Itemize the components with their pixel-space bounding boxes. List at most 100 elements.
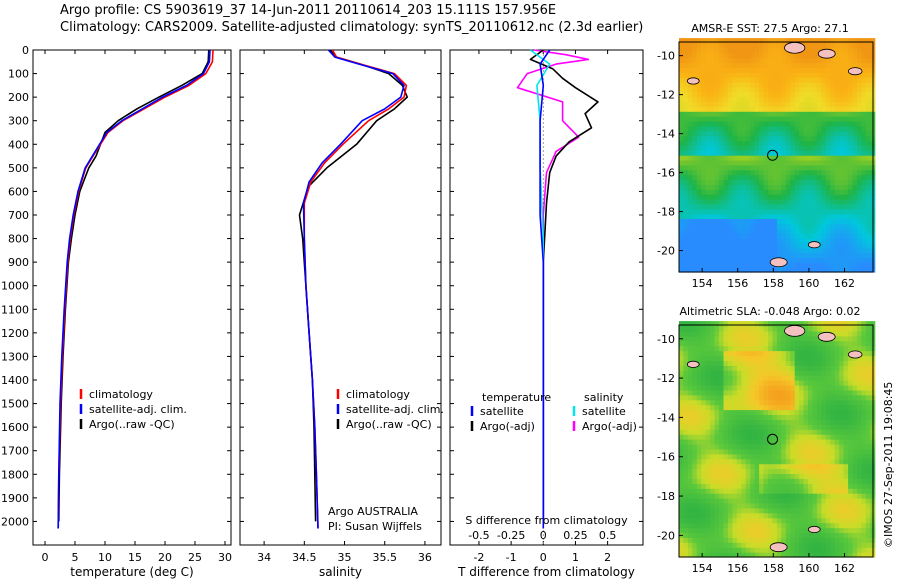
sla-cell <box>776 389 782 396</box>
sla-cell <box>719 335 724 342</box>
sla-cell <box>830 340 836 347</box>
sla-cell <box>692 473 698 479</box>
sst-cell <box>808 111 813 117</box>
sst-cell <box>696 86 702 93</box>
sst-cell <box>830 267 836 273</box>
sst-cell <box>723 228 729 234</box>
sst-cell <box>683 72 689 78</box>
sla-cell <box>768 443 773 450</box>
sst-cell <box>830 82 836 88</box>
sla-cell <box>750 473 756 479</box>
sla-cell <box>736 448 742 455</box>
sla-cell <box>857 517 862 524</box>
sst-cell <box>821 145 827 151</box>
sst-cell <box>732 47 738 54</box>
sst-cell <box>825 237 831 244</box>
sla-cell <box>803 483 809 489</box>
sst-cell <box>816 43 822 49</box>
sst-cell <box>830 43 836 49</box>
sla-cell <box>736 340 742 347</box>
sst-cell <box>803 233 809 239</box>
sst-cell <box>794 52 800 59</box>
sla-cell <box>781 355 787 361</box>
sst-cell <box>843 233 849 239</box>
sst-cell <box>821 223 827 229</box>
sla-cell <box>736 389 742 396</box>
sla-cell <box>781 375 787 381</box>
sla-cell <box>803 488 809 494</box>
sst-cell <box>812 96 818 103</box>
sst-cell <box>861 43 867 49</box>
sst-cell <box>776 228 782 234</box>
sst-cell <box>759 111 765 117</box>
sst-cell <box>723 72 729 78</box>
sla-cell <box>692 443 698 450</box>
sst-cell <box>705 237 711 244</box>
sst-cell <box>861 169 867 176</box>
sst-cell <box>790 62 796 68</box>
sst-cell <box>843 150 849 156</box>
sla-cell <box>803 355 809 361</box>
sla-cell <box>759 453 765 460</box>
sst-cell <box>692 169 698 176</box>
sst-cell <box>812 111 818 117</box>
sla-cell <box>785 498 791 504</box>
sst-cell <box>741 91 747 98</box>
sst-cell <box>781 101 787 107</box>
sst-cell <box>852 228 858 234</box>
sla-cell <box>692 502 698 509</box>
sst-cell <box>799 218 805 224</box>
sst-cell <box>750 135 756 142</box>
sla-cell <box>799 399 805 406</box>
sla-cell <box>701 542 707 548</box>
sla-cell <box>794 473 800 479</box>
sst-cell <box>808 184 813 190</box>
sla-cell <box>763 439 769 445</box>
sst-cell <box>843 38 849 44</box>
sla-cell <box>696 527 702 533</box>
sst-cell <box>812 145 818 151</box>
sla-cell <box>772 507 778 514</box>
sla-cell <box>776 424 782 430</box>
sst-cell <box>785 67 791 73</box>
sla-cell <box>799 483 805 489</box>
sla-cell <box>834 498 840 504</box>
sla-cell <box>843 517 849 524</box>
sla-cell <box>812 380 818 386</box>
sla-cell <box>692 448 698 455</box>
sla-cell <box>803 507 809 514</box>
sst-cell <box>776 179 782 185</box>
sla-cell <box>696 375 702 381</box>
sla-cell <box>696 355 702 361</box>
sla-cell <box>750 527 756 533</box>
sst-cell <box>723 47 729 54</box>
sla-cell <box>710 453 716 460</box>
sst-cell <box>812 43 818 49</box>
sla-cell <box>736 453 742 460</box>
sst-cell <box>848 116 854 122</box>
sla-cell <box>790 439 796 445</box>
sla-cell <box>799 385 805 391</box>
sst-cell <box>790 189 796 195</box>
sst-cell <box>848 247 854 254</box>
sla-cell <box>857 542 862 548</box>
sla-cell <box>754 468 760 474</box>
sst-cell <box>839 189 845 195</box>
sla-cell <box>803 502 809 509</box>
sst-cell <box>803 174 809 180</box>
sst-cell <box>794 218 800 224</box>
sst-cell <box>736 174 742 180</box>
sst-cell <box>816 194 822 200</box>
sla-cell <box>705 439 711 445</box>
sst-cell <box>701 96 707 103</box>
sst-cell <box>692 159 698 166</box>
sst-cell <box>808 96 813 103</box>
sla-cell <box>825 552 831 558</box>
sst-cell <box>719 86 724 93</box>
sst-cell <box>781 116 787 122</box>
sst-cell <box>821 86 827 93</box>
sst-cell <box>759 203 765 210</box>
sla-cell <box>821 468 827 474</box>
sst-cell <box>759 223 765 229</box>
sst-cell <box>687 47 693 54</box>
